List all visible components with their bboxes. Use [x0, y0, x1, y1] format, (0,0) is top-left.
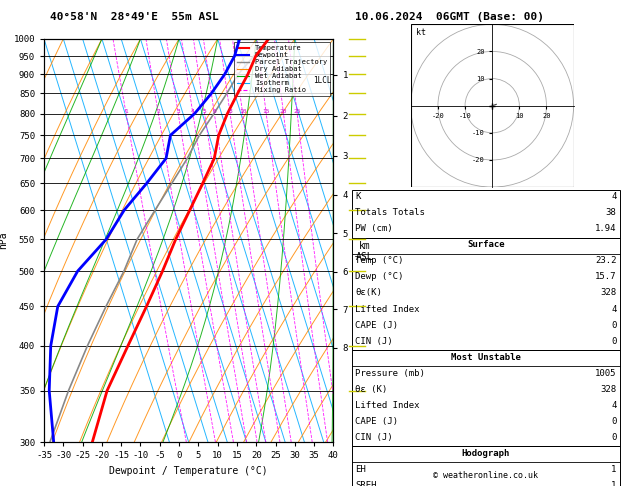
Text: 0: 0	[611, 337, 616, 346]
Text: Surface: Surface	[467, 241, 504, 249]
Text: Dewp (°C): Dewp (°C)	[355, 273, 404, 281]
Text: 1: 1	[124, 109, 128, 114]
Text: 10.06.2024  06GMT (Base: 00): 10.06.2024 06GMT (Base: 00)	[355, 12, 544, 22]
Text: 0: 0	[611, 433, 616, 442]
Text: CIN (J): CIN (J)	[355, 337, 393, 346]
Text: 328: 328	[600, 289, 616, 297]
Text: 1005: 1005	[595, 369, 616, 378]
Text: CAPE (J): CAPE (J)	[355, 417, 398, 426]
Y-axis label: hPa: hPa	[0, 232, 8, 249]
Text: 25: 25	[293, 109, 301, 114]
Text: 1LCL: 1LCL	[313, 76, 331, 85]
Text: 15.7: 15.7	[595, 273, 616, 281]
Text: Hodograph: Hodograph	[462, 449, 510, 458]
Text: 20: 20	[280, 109, 287, 114]
Text: 4: 4	[191, 109, 195, 114]
Legend: Temperature, Dewpoint, Parcel Trajectory, Dry Adiabat, Wet Adiabat, Isotherm, Mi: Temperature, Dewpoint, Parcel Trajectory…	[234, 42, 330, 96]
Text: 3: 3	[176, 109, 180, 114]
Text: CIN (J): CIN (J)	[355, 433, 393, 442]
Text: 23.2: 23.2	[595, 257, 616, 265]
Text: Pressure (mb): Pressure (mb)	[355, 369, 425, 378]
Text: 38: 38	[606, 208, 616, 217]
Text: 1.94: 1.94	[595, 225, 616, 233]
Text: 10: 10	[239, 109, 247, 114]
Text: 1: 1	[611, 481, 616, 486]
Text: CAPE (J): CAPE (J)	[355, 321, 398, 330]
Text: 0: 0	[611, 417, 616, 426]
Text: © weatheronline.co.uk: © weatheronline.co.uk	[433, 471, 538, 480]
Text: Totals Totals: Totals Totals	[355, 208, 425, 217]
Text: 6: 6	[213, 109, 216, 114]
Text: 0: 0	[611, 321, 616, 330]
Text: Lifted Index: Lifted Index	[355, 401, 420, 410]
Text: Most Unstable: Most Unstable	[451, 353, 521, 362]
Text: 328: 328	[600, 385, 616, 394]
Text: Lifted Index: Lifted Index	[355, 305, 420, 313]
Text: kt: kt	[416, 28, 426, 37]
Text: EH: EH	[355, 465, 366, 474]
Text: θε (K): θε (K)	[355, 385, 387, 394]
Text: 4: 4	[611, 305, 616, 313]
Y-axis label: km
ASL: km ASL	[355, 241, 373, 262]
Text: 1: 1	[611, 465, 616, 474]
Text: 5: 5	[203, 109, 206, 114]
Text: 4: 4	[611, 192, 616, 201]
Text: 2: 2	[157, 109, 160, 114]
Text: PW (cm): PW (cm)	[355, 225, 393, 233]
Text: Temp (°C): Temp (°C)	[355, 257, 404, 265]
Text: θε(K): θε(K)	[355, 289, 382, 297]
X-axis label: Dewpoint / Temperature (°C): Dewpoint / Temperature (°C)	[109, 466, 268, 476]
Text: 40°58'N  28°49'E  55m ASL: 40°58'N 28°49'E 55m ASL	[50, 12, 219, 22]
Text: SREH: SREH	[355, 481, 377, 486]
Text: K: K	[355, 192, 361, 201]
Text: 8: 8	[228, 109, 232, 114]
Text: 15: 15	[262, 109, 270, 114]
Text: 4: 4	[611, 401, 616, 410]
